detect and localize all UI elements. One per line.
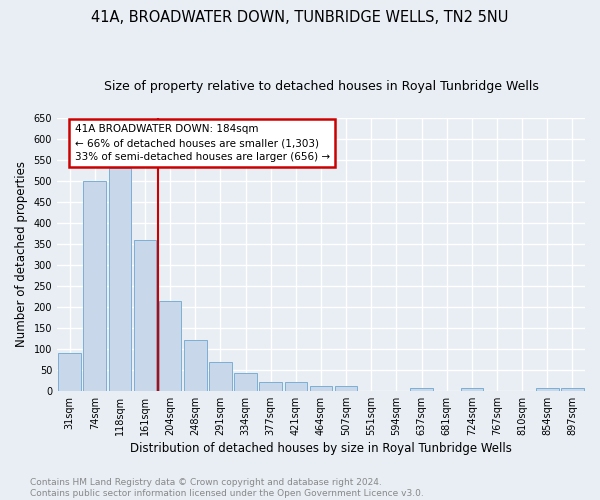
Bar	[234, 373, 257, 391]
Bar	[259, 382, 282, 391]
Bar	[461, 388, 483, 391]
Bar	[335, 386, 358, 391]
Bar	[536, 388, 559, 391]
Bar	[561, 388, 584, 391]
Y-axis label: Number of detached properties: Number of detached properties	[15, 162, 28, 348]
Bar	[410, 388, 433, 391]
Bar	[134, 240, 157, 391]
Bar	[209, 362, 232, 391]
Bar	[109, 168, 131, 391]
Title: Size of property relative to detached houses in Royal Tunbridge Wells: Size of property relative to detached ho…	[104, 80, 538, 93]
Bar	[83, 181, 106, 391]
Bar	[184, 340, 206, 391]
Bar	[284, 382, 307, 391]
Text: 41A, BROADWATER DOWN, TUNBRIDGE WELLS, TN2 5NU: 41A, BROADWATER DOWN, TUNBRIDGE WELLS, T…	[91, 10, 509, 25]
Bar	[58, 353, 81, 391]
Text: Contains HM Land Registry data © Crown copyright and database right 2024.
Contai: Contains HM Land Registry data © Crown c…	[30, 478, 424, 498]
Bar	[159, 302, 181, 391]
Text: 41A BROADWATER DOWN: 184sqm
← 66% of detached houses are smaller (1,303)
33% of : 41A BROADWATER DOWN: 184sqm ← 66% of det…	[74, 124, 330, 162]
X-axis label: Distribution of detached houses by size in Royal Tunbridge Wells: Distribution of detached houses by size …	[130, 442, 512, 455]
Bar	[310, 386, 332, 391]
